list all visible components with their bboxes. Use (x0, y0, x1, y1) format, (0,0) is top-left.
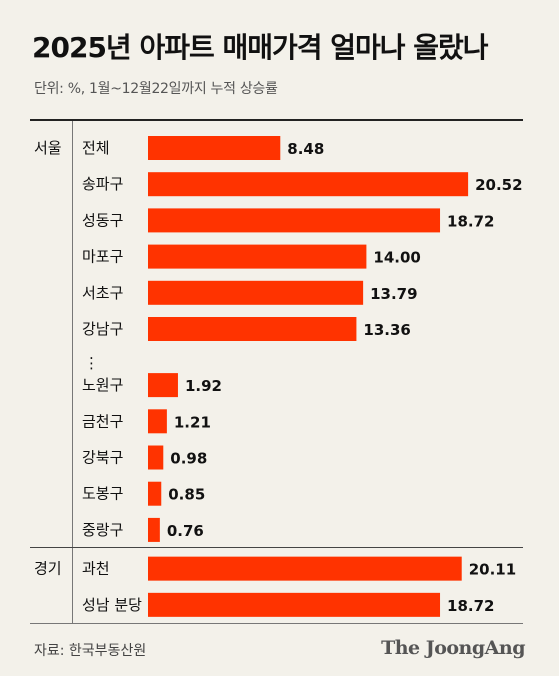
value-label: 14.00 (373, 249, 420, 267)
bottom-rule (30, 623, 523, 624)
category-label: 중랑구 (82, 521, 123, 539)
source-note: 자료: 한국부동산원 (34, 643, 147, 659)
category-label: 금천구 (82, 412, 123, 430)
bar (148, 244, 367, 269)
value-label: 0.98 (170, 450, 207, 468)
value-label: 0.76 (167, 522, 204, 540)
category-label: 도봉구 (82, 485, 123, 503)
category-label: 과천 (82, 560, 110, 578)
value-label: 18.72 (447, 212, 494, 230)
bar (148, 481, 162, 506)
value-label: 1.92 (185, 377, 222, 395)
group-label: 경기 (34, 560, 62, 578)
bar (148, 136, 281, 160)
bar (148, 409, 167, 434)
category-label: 강남구 (82, 320, 123, 338)
category-label: 서초구 (82, 284, 123, 302)
bar (148, 208, 441, 233)
seoul-divider (72, 121, 73, 547)
ellipsis-marker: ⋮ (84, 354, 99, 372)
bar (148, 517, 160, 542)
bar (148, 445, 164, 470)
category-label: 전체 (82, 139, 110, 157)
value-label: 13.36 (363, 321, 410, 339)
value-label: 1.21 (174, 413, 211, 431)
value-label: 13.79 (370, 285, 417, 303)
top-rule (30, 119, 523, 121)
category-label: 노원구 (82, 376, 123, 394)
category-label: 마포구 (82, 248, 123, 266)
value-label: 20.52 (475, 176, 522, 194)
category-label: 강북구 (82, 449, 123, 467)
bar (148, 373, 178, 398)
value-label: 0.85 (168, 486, 205, 504)
value-label: 20.11 (469, 561, 516, 579)
bar (148, 556, 462, 581)
category-label: 성남 분당 (82, 596, 142, 614)
value-label: 8.48 (287, 140, 324, 158)
bar (148, 317, 357, 341)
bar (148, 592, 441, 617)
group-separator (30, 547, 523, 548)
chart-title: 2025년 아파트 매매가격 얼마나 올랐나 (32, 31, 489, 64)
brand-logo: The JoongAng (381, 637, 525, 659)
bar (148, 172, 469, 197)
value-label: 18.72 (447, 597, 494, 615)
chart-subtitle: 단위: %, 1월~12월22일까지 누적 상승률 (34, 81, 278, 97)
gyeonggi-divider (72, 548, 73, 623)
category-label: 송파구 (82, 175, 123, 193)
group-label: 서울 (34, 139, 62, 157)
category-label: 성동구 (82, 211, 123, 229)
bar (148, 280, 364, 305)
